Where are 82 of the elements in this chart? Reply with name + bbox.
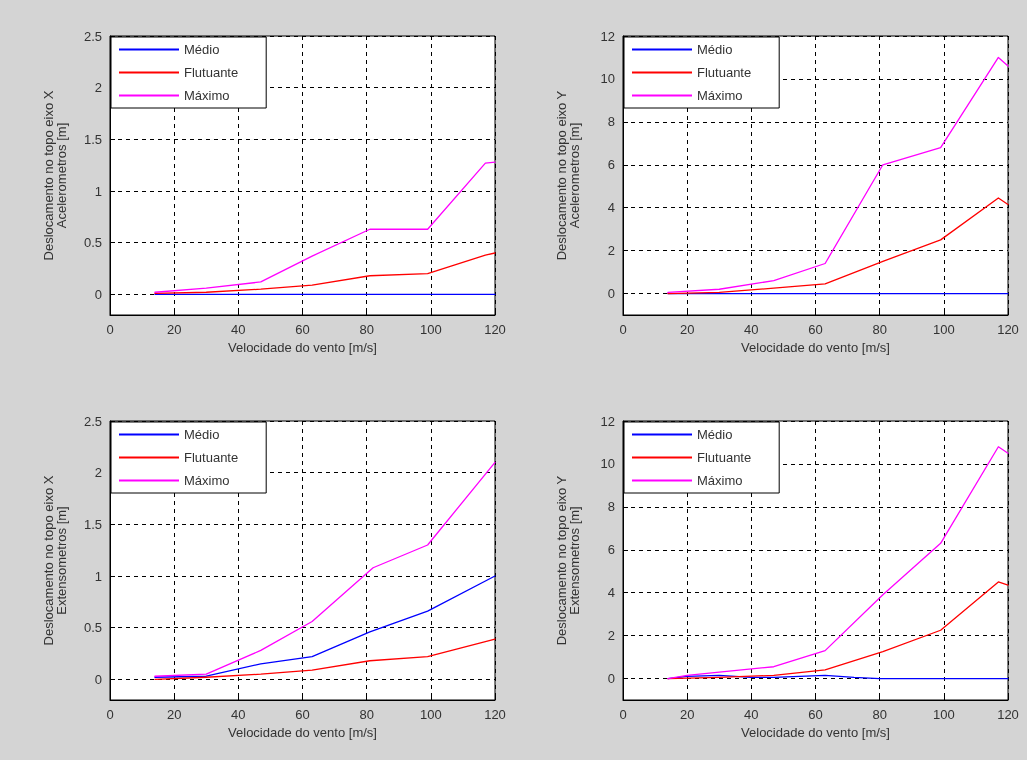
y-tick-label: 4 bbox=[607, 585, 615, 601]
x-tick-label: 60 bbox=[808, 707, 823, 722]
x-tick-label: 20 bbox=[166, 322, 182, 337]
x-tick-label: 0 bbox=[106, 322, 114, 337]
y-tick-label: 0 bbox=[607, 671, 615, 687]
y-tick-label: 0 bbox=[607, 286, 615, 302]
legend-label: Flutuante bbox=[184, 450, 239, 465]
legend-label: Máximo bbox=[697, 473, 743, 488]
x-tick-label: 100 bbox=[932, 707, 955, 722]
x-tick-label: 60 bbox=[808, 322, 823, 337]
x-tick-label: 120 bbox=[997, 322, 1019, 337]
x-axis-title: Velocidade do vento [m/s] bbox=[741, 725, 890, 740]
x-tick-label: 100 bbox=[932, 322, 955, 337]
y-axis-title: Deslocamento no topo eixo X Acelerometros [m] bbox=[41, 90, 69, 261]
y-axis-title: Deslocamento no topo eixo Y Extensometros [m] bbox=[554, 475, 582, 646]
x-tick-label: 60 bbox=[295, 707, 310, 722]
line-series bbox=[154, 161, 496, 293]
y-tick-label: 1.5 bbox=[83, 516, 102, 532]
y-tick-label: 1 bbox=[94, 183, 102, 199]
y-tick-label: 12 bbox=[600, 28, 615, 44]
line-series bbox=[154, 461, 496, 677]
line-series bbox=[154, 252, 496, 294]
x-tick-label: 80 bbox=[359, 707, 374, 722]
y-tick-label: 12 bbox=[600, 413, 615, 429]
y-tick-label: 6 bbox=[607, 542, 615, 558]
y-tick-label: 2 bbox=[94, 80, 102, 96]
y-tick-label: 2 bbox=[94, 465, 102, 481]
y-tick-label: 1 bbox=[94, 568, 102, 584]
legend-label: Médio bbox=[184, 427, 220, 442]
x-tick-label: 40 bbox=[744, 707, 759, 722]
y-tick-label: 10 bbox=[600, 71, 615, 87]
y-tick-label: 0 bbox=[94, 286, 102, 302]
x-tick-label: 40 bbox=[231, 322, 246, 337]
legend-label: Flutuante bbox=[697, 65, 752, 80]
line-series bbox=[667, 197, 1009, 295]
x-tick-label: 80 bbox=[872, 707, 887, 722]
y-tick-label: 6 bbox=[607, 157, 615, 173]
y-tick-label: 0.5 bbox=[83, 620, 102, 636]
x-tick-label: 0 bbox=[619, 707, 627, 722]
x-tick-label: 0 bbox=[619, 322, 627, 337]
y-tick-label: 8 bbox=[607, 499, 615, 515]
x-tick-label: 80 bbox=[872, 322, 887, 337]
y-tick-label: 4 bbox=[607, 200, 615, 216]
legend-label: Máximo bbox=[184, 88, 230, 103]
x-tick-label: 80 bbox=[359, 322, 374, 337]
line-series bbox=[154, 575, 496, 678]
legend-label: Flutuante bbox=[184, 65, 239, 80]
y-tick-label: 0 bbox=[94, 671, 102, 687]
legend-label: Máximo bbox=[697, 88, 743, 103]
legend-label: Médio bbox=[184, 42, 220, 57]
legend-label: Médio bbox=[697, 42, 733, 57]
x-tick-label: 60 bbox=[295, 322, 310, 337]
line-series bbox=[154, 638, 496, 680]
y-tick-label: 2.5 bbox=[83, 413, 102, 429]
y-tick-label: 1.5 bbox=[83, 131, 102, 147]
x-tick-label: 40 bbox=[231, 707, 246, 722]
x-tick-label: 100 bbox=[419, 707, 442, 722]
x-tick-label: 20 bbox=[679, 322, 695, 337]
line-series bbox=[667, 56, 1009, 294]
y-tick-label: 2 bbox=[607, 628, 615, 644]
line-series bbox=[667, 446, 1009, 680]
y-tick-label: 8 bbox=[607, 114, 615, 130]
x-tick-label: 120 bbox=[484, 707, 506, 722]
x-axis-title: Velocidade do vento [m/s] bbox=[228, 725, 377, 740]
x-tick-label: 100 bbox=[419, 322, 442, 337]
x-axis-title: Velocidade do vento [m/s] bbox=[228, 340, 377, 355]
x-tick-label: 20 bbox=[166, 707, 182, 722]
y-axis-title: Deslocamento no topo eixo X Extensometros [m] bbox=[41, 475, 69, 646]
y-tick-label: 2.5 bbox=[83, 28, 102, 44]
y-axis-title: Deslocamento no topo eixo Y Acelerometros [m] bbox=[554, 90, 582, 261]
x-tick-label: 120 bbox=[484, 322, 506, 337]
legend-label: Flutuante bbox=[697, 450, 752, 465]
legend-label: Máximo bbox=[184, 473, 230, 488]
y-tick-label: 10 bbox=[600, 456, 615, 472]
legend-label: Médio bbox=[697, 427, 733, 442]
x-tick-label: 120 bbox=[997, 707, 1019, 722]
x-tick-label: 20 bbox=[679, 707, 695, 722]
y-tick-label: 2 bbox=[607, 243, 615, 259]
x-axis-title: Velocidade do vento [m/s] bbox=[741, 340, 890, 355]
x-tick-label: 40 bbox=[744, 322, 759, 337]
x-tick-label: 0 bbox=[106, 707, 114, 722]
y-tick-label: 0.5 bbox=[83, 235, 102, 251]
